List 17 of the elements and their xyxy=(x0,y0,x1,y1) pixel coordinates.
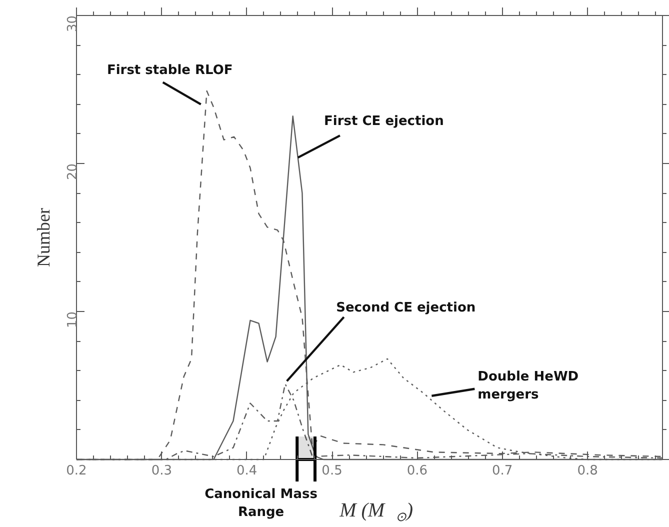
y-tick-label: 20 xyxy=(66,163,80,180)
y-axis-title: Number xyxy=(34,208,54,267)
x-tick-label: 0.2 xyxy=(66,464,87,478)
x-tick-label: 0.8 xyxy=(577,464,598,478)
annotation: First stable RLOF xyxy=(106,62,233,78)
annotation: First CE ejection xyxy=(324,114,444,130)
annotation: Second CE ejection xyxy=(336,300,476,316)
annotation: Double HeWD mergers xyxy=(478,369,579,402)
band-label: Canonical Mass Range xyxy=(204,487,318,520)
x-tick-label: 0.7 xyxy=(492,464,513,478)
x-tick-label: 0.5 xyxy=(322,464,342,478)
x-axis-title: M (M⊙) xyxy=(338,500,414,524)
x-tick-label: 0.6 xyxy=(406,464,428,478)
x-tick-label: 0.3 xyxy=(151,464,172,478)
y-tick-label: 10 xyxy=(66,311,80,328)
x-tick-label: 0.4 xyxy=(236,464,258,478)
y-tick-label: 30 xyxy=(66,15,80,32)
